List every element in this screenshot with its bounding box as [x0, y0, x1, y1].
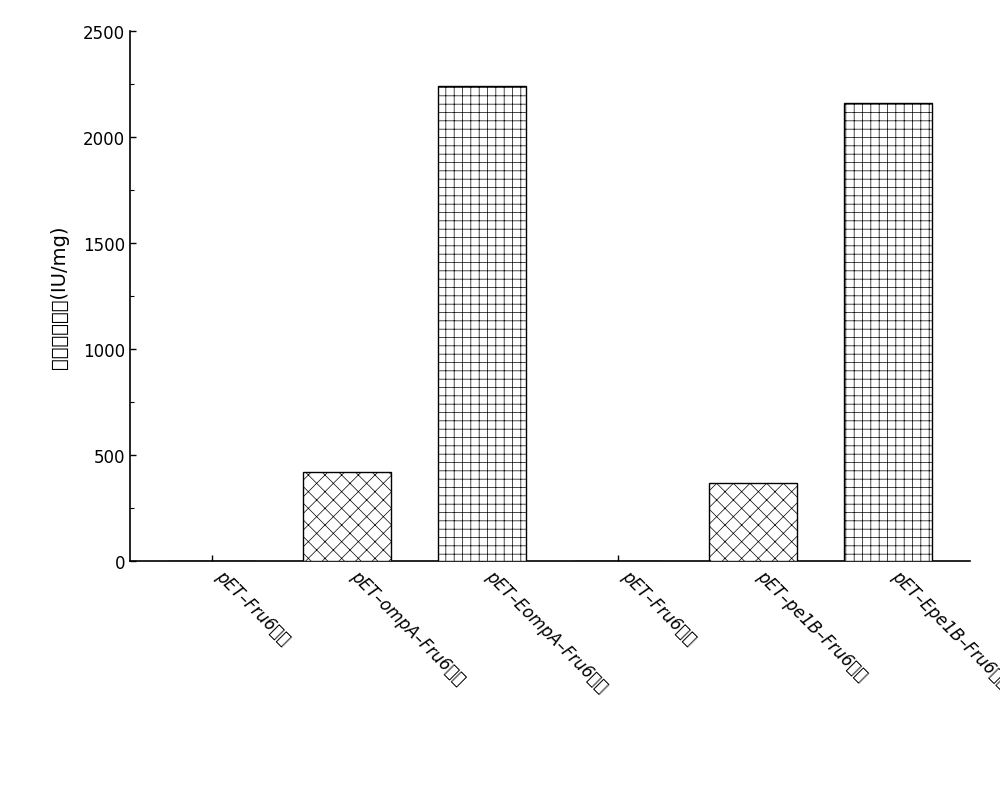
Bar — [303, 472, 391, 561]
Bar — [438, 87, 526, 561]
Bar — [709, 483, 797, 561]
Bar — [844, 104, 932, 561]
Y-axis label: 果糖苷酶活力(IU/mg): 果糖苷酶活力(IU/mg) — [50, 225, 69, 368]
